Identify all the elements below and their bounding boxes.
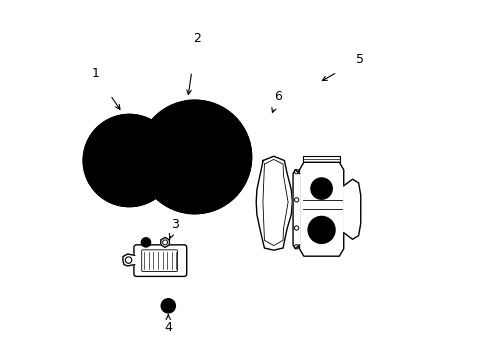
Circle shape bbox=[141, 238, 150, 247]
Circle shape bbox=[307, 216, 334, 243]
Text: 6: 6 bbox=[274, 90, 282, 103]
Text: 1: 1 bbox=[92, 67, 100, 80]
Circle shape bbox=[190, 152, 199, 162]
Circle shape bbox=[138, 100, 251, 214]
Polygon shape bbox=[122, 254, 134, 266]
Circle shape bbox=[120, 152, 138, 169]
Text: 4: 4 bbox=[164, 321, 172, 334]
Circle shape bbox=[185, 148, 203, 166]
Polygon shape bbox=[256, 156, 292, 250]
Text: 3: 3 bbox=[171, 218, 179, 231]
Polygon shape bbox=[161, 238, 169, 247]
Circle shape bbox=[83, 114, 175, 207]
FancyBboxPatch shape bbox=[142, 250, 177, 271]
Polygon shape bbox=[343, 179, 360, 239]
Circle shape bbox=[161, 299, 175, 313]
Circle shape bbox=[157, 171, 166, 181]
Circle shape bbox=[190, 114, 199, 123]
Circle shape bbox=[310, 178, 331, 199]
Text: 5: 5 bbox=[355, 53, 363, 66]
Polygon shape bbox=[299, 162, 343, 256]
Circle shape bbox=[223, 171, 232, 181]
Polygon shape bbox=[292, 170, 299, 249]
FancyBboxPatch shape bbox=[134, 245, 186, 276]
Text: 2: 2 bbox=[192, 32, 200, 45]
